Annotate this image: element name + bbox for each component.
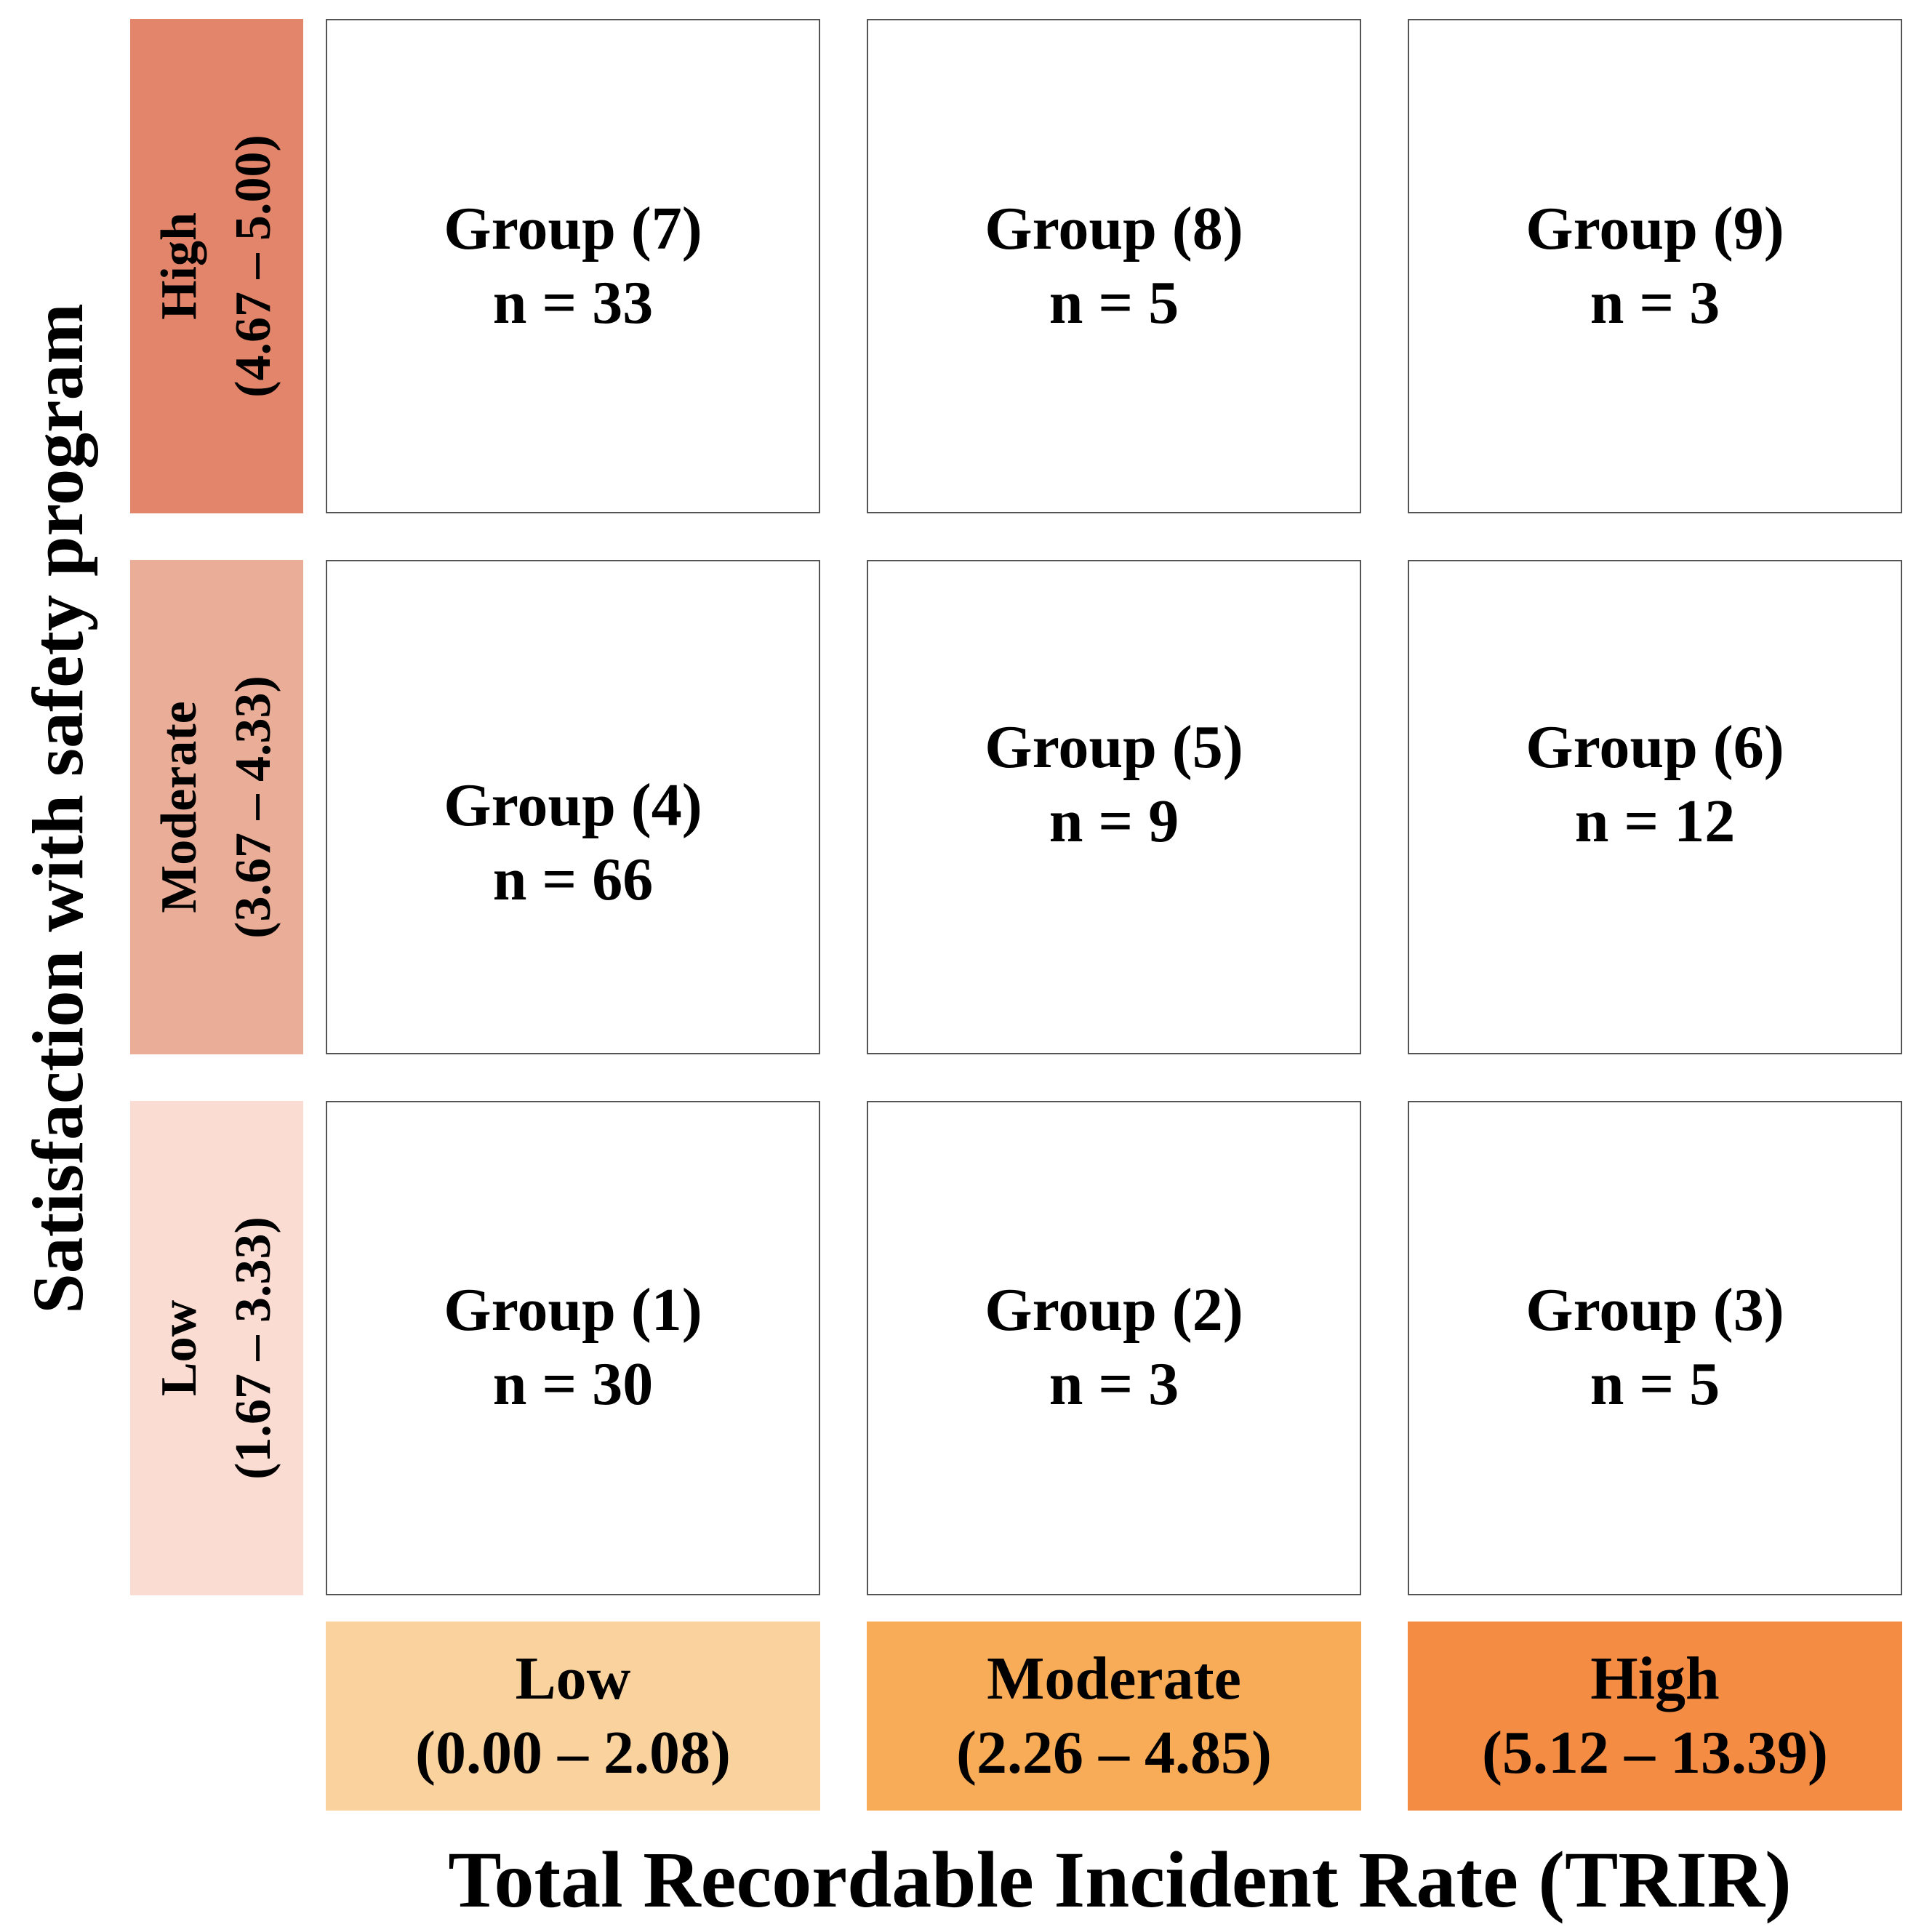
row-label-text: Moderate	[151, 701, 207, 913]
group-label: Group (4)	[444, 771, 702, 839]
group-cell-8: Group (8) n = 5	[867, 19, 1361, 513]
group-label: Group (7)	[444, 195, 702, 262]
row-label-text: Low	[151, 1299, 207, 1397]
group-label: Group (9)	[1526, 195, 1784, 262]
group-count: n = 66	[492, 846, 654, 913]
group-cell-6: Group (6) n = 12	[1408, 560, 1902, 1054]
x-axis-title: Total Recordable Incident Rate (TRIR)	[448, 1835, 1792, 1924]
group-count: n = 3	[1590, 269, 1720, 337]
group-count: n = 3	[1049, 1350, 1179, 1418]
column-label-text: High	[1590, 1645, 1720, 1712]
column-label-text: Moderate	[987, 1645, 1241, 1712]
column-label-text: Low	[515, 1645, 631, 1712]
group-count: n = 5	[1049, 269, 1179, 337]
row-label-moderate: Moderate (3.67 – 4.33)	[130, 560, 303, 1054]
column-label-range: (2.26 – 4.85)	[956, 1719, 1272, 1787]
group-label: Group (3)	[1526, 1276, 1784, 1344]
group-label: Group (8)	[985, 195, 1243, 262]
group-cell-4: Group (4) n = 66	[326, 560, 820, 1054]
row-label-range: (3.67 – 4.33)	[225, 676, 281, 939]
group-label: Group (5)	[985, 713, 1243, 781]
group-count: n = 5	[1590, 1350, 1720, 1418]
group-label: Group (1)	[444, 1276, 702, 1344]
group-count: n = 9	[1049, 787, 1179, 855]
column-label-moderate: Moderate (2.26 – 4.85)	[867, 1622, 1361, 1811]
group-label: Group (2)	[985, 1276, 1243, 1344]
row-label-range: (1.67 – 3.33)	[225, 1216, 281, 1480]
group-cell-9: Group (9) n = 3	[1408, 19, 1902, 513]
group-cell-5: Group (5) n = 9	[867, 560, 1361, 1054]
column-label-range: (0.00 – 2.08)	[415, 1719, 731, 1787]
group-count: n = 30	[492, 1350, 654, 1418]
group-cell-7: Group (7) n = 33	[326, 19, 820, 513]
group-cell-2: Group (2) n = 3	[867, 1101, 1361, 1595]
y-axis-title: Satisfaction with safety program	[17, 303, 98, 1314]
group-count: n = 12	[1574, 787, 1736, 855]
row-label-high: High (4.67 – 5.00)	[130, 19, 303, 513]
column-label-low: Low (0.00 – 2.08)	[326, 1622, 820, 1811]
row-label-text: High	[151, 212, 207, 320]
column-label-range: (5.12 – 13.39)	[1482, 1719, 1828, 1787]
column-label-high: High (5.12 – 13.39)	[1408, 1622, 1902, 1811]
row-label-low: Low (1.67 – 3.33)	[130, 1101, 303, 1595]
group-count: n = 33	[492, 269, 654, 337]
group-cell-1: Group (1) n = 30	[326, 1101, 820, 1595]
group-label: Group (6)	[1526, 713, 1784, 781]
row-label-range: (4.67 – 5.00)	[225, 135, 281, 398]
group-cell-3: Group (3) n = 5	[1408, 1101, 1902, 1595]
